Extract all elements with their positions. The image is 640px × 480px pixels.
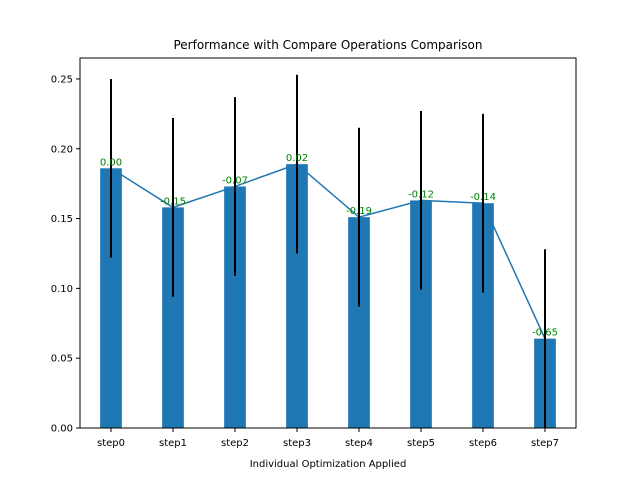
- bar-step0: [100, 168, 122, 428]
- data-label-step6: -0.14: [470, 192, 496, 203]
- x-tick-label: step1: [159, 438, 187, 449]
- y-tick-label: 0.25: [51, 74, 73, 85]
- series-line: [110, 163, 546, 339]
- x-tick-label: step5: [407, 438, 435, 449]
- bar-step5: [410, 200, 432, 428]
- data-label-step1: -0.15: [160, 196, 186, 207]
- bar-step2: [224, 186, 246, 428]
- chart-title: Performance with Compare Operations Comp…: [173, 38, 482, 52]
- y-tick-label: 0.00: [51, 424, 73, 435]
- x-tick-label: step7: [531, 438, 559, 449]
- data-label-step5: -0.12: [408, 189, 434, 200]
- x-tick-label: step2: [221, 438, 249, 449]
- bar-step4: [348, 217, 370, 428]
- data-label-step7: -0.65: [532, 328, 558, 339]
- y-tick-label: 0.10: [51, 284, 73, 295]
- x-tick-label: step0: [97, 438, 125, 449]
- data-label-step3: 0.02: [286, 153, 308, 164]
- x-tick-label: step3: [283, 438, 311, 449]
- y-tick-label: 0.15: [51, 214, 73, 225]
- x-tick-label: step4: [345, 438, 373, 449]
- bar-step1: [162, 207, 184, 428]
- data-label-step4: -0.19: [346, 206, 372, 217]
- y-tick-label: 0.05: [51, 354, 73, 365]
- bar-step6: [472, 203, 494, 428]
- y-tick-label: 0.20: [51, 144, 73, 155]
- bar-step3: [286, 164, 308, 428]
- x-tick-label: step6: [469, 438, 497, 449]
- data-label-step2: -0.07: [222, 175, 248, 186]
- axes-frame: [79, 57, 577, 429]
- data-label-step0: 0.00: [100, 157, 122, 168]
- plot-area: 0.00 -0.15 -0.07 0.02 -0.19 -0.12 -0.14 -0.65 0.…: [51, 57, 577, 449]
- x-axis-label: Individual Optimization Applied: [250, 459, 407, 470]
